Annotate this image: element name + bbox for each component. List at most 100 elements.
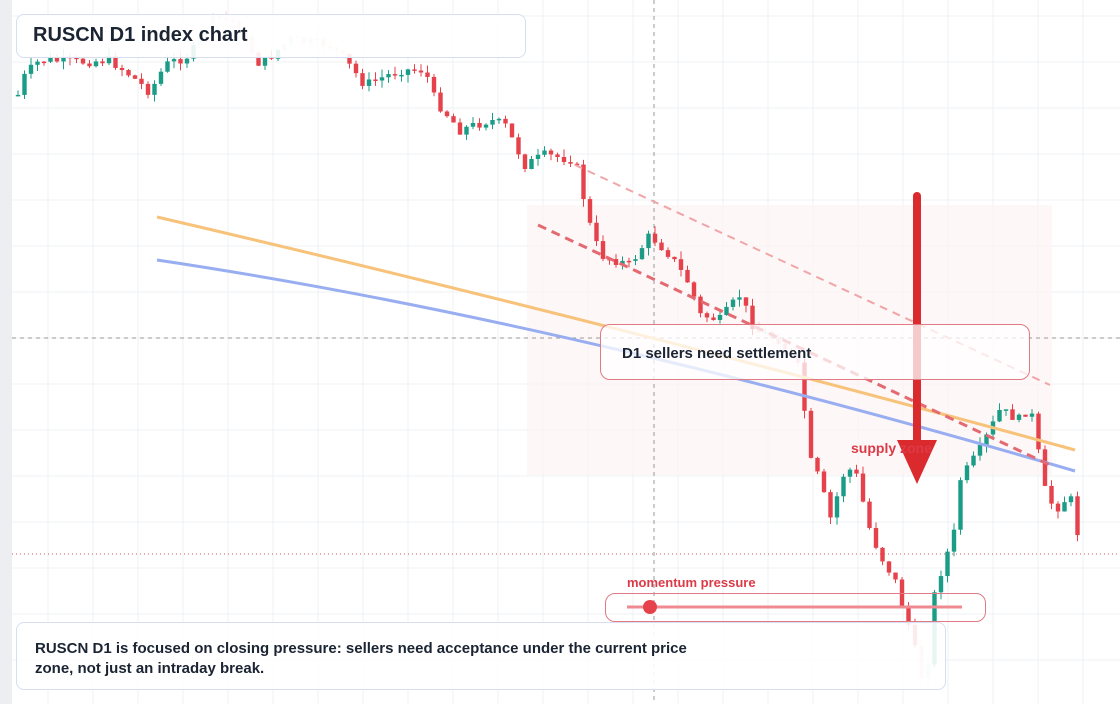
candle-body [594, 222, 599, 242]
candle-body [74, 57, 79, 60]
candle-body [522, 154, 528, 170]
candle-body [717, 315, 723, 320]
candle-body [958, 480, 963, 530]
candle-body [802, 362, 807, 411]
candle-body [113, 55, 118, 68]
candle-body [639, 248, 645, 260]
candle-body [743, 297, 749, 306]
candle-body [1075, 496, 1080, 536]
candle-body [971, 455, 976, 466]
candle-body [386, 74, 391, 78]
candle-body [685, 269, 690, 283]
candle-body [730, 299, 736, 307]
candle-body [119, 67, 125, 71]
candle-body [1010, 409, 1015, 420]
candle-body [860, 473, 866, 502]
candle-body [886, 561, 892, 573]
candle-body [477, 122, 482, 128]
candle-body [568, 162, 573, 164]
candle-body [184, 58, 190, 64]
candle-body [841, 476, 846, 497]
candle-body [457, 122, 463, 135]
candle-body [425, 72, 430, 77]
candle-body [516, 137, 521, 155]
candle-body [483, 124, 489, 128]
candle-body [490, 120, 495, 125]
candle-body [54, 57, 60, 62]
candle-body [1068, 496, 1074, 503]
candle-body [470, 122, 476, 127]
note: RUSCN D1 is focused on closing pressure:… [16, 622, 946, 690]
candle-body [828, 492, 833, 518]
candle-body [652, 233, 658, 243]
zone-label: supply zone [851, 440, 932, 456]
candle-body [711, 317, 716, 320]
candle-body [431, 76, 437, 93]
candle-body [80, 58, 86, 64]
candle-body [256, 52, 261, 66]
candle-body [451, 116, 456, 123]
candle-body [880, 547, 885, 562]
candle-body [737, 297, 742, 300]
candle-body [1062, 502, 1067, 512]
candle-body [633, 259, 638, 261]
candle-body [1016, 414, 1022, 420]
candle-body [93, 61, 99, 67]
candle-body [165, 61, 170, 72]
candle-body [698, 296, 703, 314]
candle-body [405, 69, 411, 75]
candle-body [158, 71, 164, 84]
candle-body [22, 73, 27, 95]
candle-body [1003, 409, 1009, 411]
candle-body [665, 250, 671, 257]
candle-body [672, 256, 677, 260]
candle-body [873, 527, 879, 548]
candle-body [1049, 485, 1054, 504]
candle-body [412, 69, 417, 71]
candle-body [1023, 414, 1028, 417]
candle-body [899, 579, 905, 606]
candle-body [535, 154, 541, 159]
candle-body [815, 457, 820, 472]
candle-body [509, 123, 515, 138]
candle-body [659, 242, 664, 251]
candle-body [353, 63, 359, 74]
candle-body [145, 83, 151, 95]
candle-body [984, 434, 989, 446]
candle-body [48, 57, 53, 62]
candle-body [15, 94, 21, 97]
momentum-label: momentum pressure [627, 575, 756, 590]
callout: D1 sellers need settlement [600, 324, 1030, 380]
candle-body [126, 70, 131, 76]
candle-body [106, 55, 112, 64]
candle-body [945, 551, 950, 577]
candle-body [392, 74, 398, 76]
candle-body [548, 150, 554, 155]
candle-body [906, 605, 911, 625]
title: RUSCN D1 index chart [16, 14, 526, 58]
candle-body [600, 241, 606, 259]
candle-body [808, 410, 814, 458]
candle-body [867, 501, 872, 528]
candle-body [444, 111, 450, 117]
candle-body [821, 471, 827, 493]
candle-body [977, 445, 983, 456]
ma-blue [156, 258, 1076, 473]
candle-body [347, 53, 352, 64]
candle-body [951, 529, 957, 552]
candle-body [1029, 413, 1035, 417]
candle-body [100, 61, 105, 64]
candle-body [561, 157, 567, 163]
candle-body [691, 282, 697, 297]
candle-body [132, 75, 138, 79]
candle-body [581, 164, 586, 200]
candle-body [87, 63, 92, 67]
candle-body [1042, 449, 1048, 486]
candle-body [678, 259, 684, 270]
candle-body [587, 199, 593, 223]
candle-body [503, 118, 508, 124]
channel-lower [537, 223, 1051, 467]
grid [12, 0, 1120, 704]
momentum-box [605, 593, 986, 622]
